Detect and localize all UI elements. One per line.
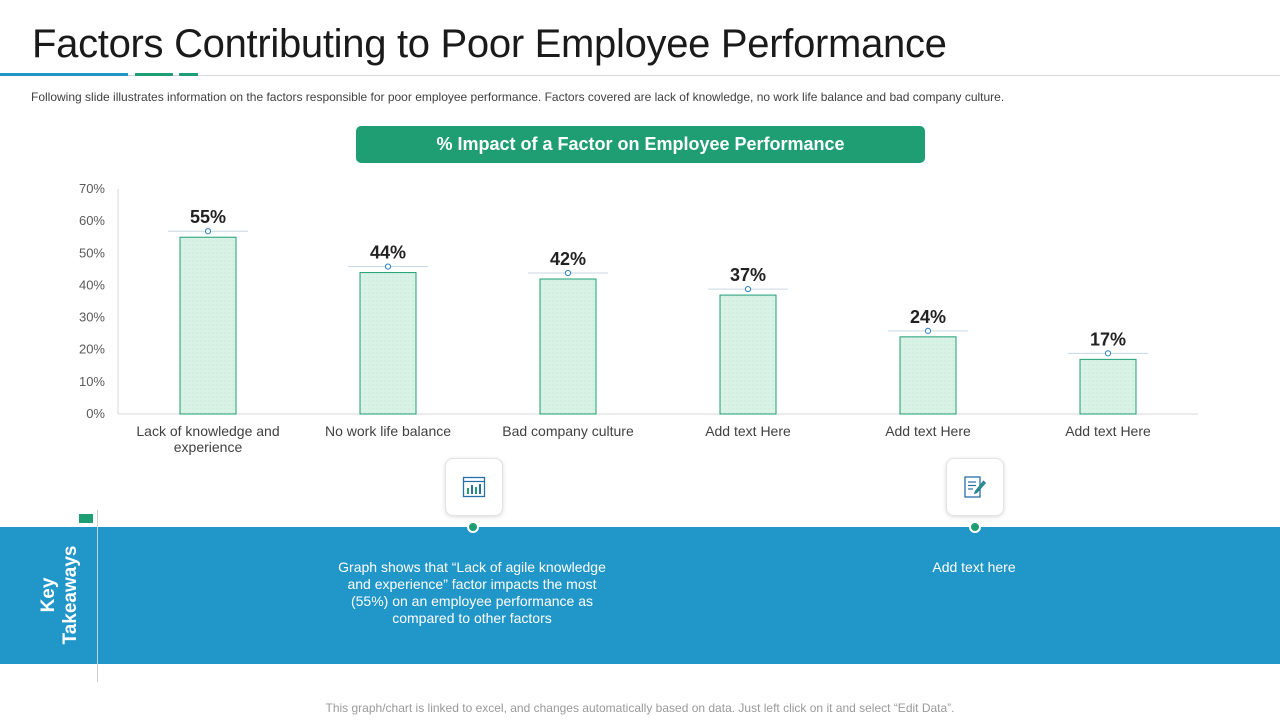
bar-marker bbox=[1104, 350, 1112, 357]
bar bbox=[179, 236, 237, 415]
bar bbox=[1079, 358, 1137, 415]
document-edit-icon bbox=[964, 476, 987, 498]
key-takeaways-divider bbox=[97, 510, 98, 682]
bar-value-label: 42% bbox=[550, 249, 586, 269]
bar bbox=[539, 278, 597, 415]
takeaway-text-1: Graph shows that “Lack of agile knowledg… bbox=[322, 559, 622, 627]
takeaway-1-line-2: and experience” factor impacts the most bbox=[347, 576, 597, 592]
takeaway-icon-card-2 bbox=[946, 458, 1004, 516]
bar-marker bbox=[564, 269, 572, 277]
key-takeaways-label: Key Takeaways bbox=[38, 546, 82, 645]
takeaway-icon-card-1 bbox=[445, 458, 503, 516]
bar-marker bbox=[924, 327, 932, 334]
x-category-label: No work life balance bbox=[325, 423, 451, 439]
x-category-label: Add text Here bbox=[705, 423, 791, 439]
y-tick-label: 60% bbox=[79, 213, 105, 228]
takeaway-2-line-1: Add text here bbox=[932, 559, 1016, 575]
bar-value-label: 17% bbox=[1090, 329, 1126, 349]
x-category-label: Bad company culture bbox=[502, 423, 634, 439]
title-divider bbox=[0, 75, 1280, 76]
y-tick-label: 10% bbox=[79, 374, 105, 389]
takeaway-1-line-1: Graph shows that “Lack of agile knowledg… bbox=[338, 559, 606, 575]
bar-value-label: 55% bbox=[190, 207, 226, 227]
bar bbox=[899, 336, 957, 415]
bar-value-label: 37% bbox=[730, 265, 766, 285]
title-accent-green-1 bbox=[135, 73, 173, 76]
accent-square bbox=[79, 514, 93, 523]
title-accent-blue bbox=[0, 73, 128, 76]
bar-value-label: 44% bbox=[370, 243, 406, 263]
bar-marker bbox=[744, 285, 752, 293]
takeaway-dot-1 bbox=[467, 521, 479, 533]
y-tick-label: 40% bbox=[79, 277, 105, 292]
key-takeaways-band bbox=[0, 527, 1280, 664]
bar-value-label: 24% bbox=[910, 307, 946, 327]
y-tick-label: 20% bbox=[79, 342, 105, 357]
y-tick-label: 50% bbox=[79, 245, 105, 260]
takeaway-dot-2 bbox=[969, 521, 981, 533]
footer-note: This graph/chart is linked to excel, and… bbox=[325, 701, 955, 715]
takeaway-1-line-3: (55%) on an employee performance as bbox=[350, 593, 594, 609]
takeaway-text-2: Add text here bbox=[824, 559, 1124, 576]
bar-chart: 0% 10% 20% 30% 40% 50% 60% 70% 55% Lack of knowle… bbox=[79, 181, 1198, 455]
y-tick-label: 0% bbox=[86, 406, 105, 421]
page-title: Factors Contributing to Poor Employee Pe… bbox=[32, 22, 947, 66]
bar-marker bbox=[384, 263, 392, 270]
key-label-line-2: Takeaways bbox=[60, 545, 81, 645]
page-subtitle: Following slide illustrates information … bbox=[31, 90, 1005, 104]
bar-marker bbox=[204, 228, 212, 235]
x-category-label: Lack of knowledge and bbox=[136, 423, 279, 439]
takeaway-1-line-4: compared to other factors bbox=[392, 610, 552, 626]
key-label-line-1: Key bbox=[38, 577, 59, 613]
x-category-label: Add text Here bbox=[885, 423, 971, 439]
y-tick-label: 30% bbox=[79, 310, 105, 325]
bar bbox=[359, 272, 417, 415]
chart-title-banner: % Impact of a Factor on Employee Perform… bbox=[356, 126, 925, 163]
y-tick-label: 70% bbox=[79, 181, 105, 196]
x-category-label: experience bbox=[174, 439, 243, 455]
chart-report-icon bbox=[462, 476, 486, 498]
x-category-label: Add text Here bbox=[1065, 423, 1151, 439]
title-accent-green-2 bbox=[179, 73, 198, 76]
bar bbox=[719, 294, 777, 415]
